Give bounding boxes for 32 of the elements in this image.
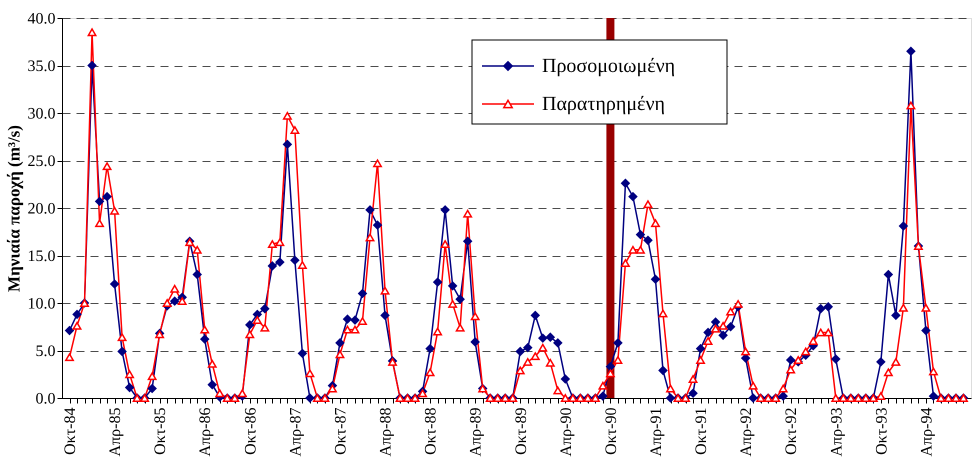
y-tick-label: 0.0 xyxy=(36,390,56,408)
x-tick-label: Οκτ-89 xyxy=(512,408,530,455)
x-tick-label: Απρ-89 xyxy=(468,408,485,456)
x-tick-label: Οκτ-92 xyxy=(783,408,800,455)
x-tick-label: Απρ-86 xyxy=(197,408,214,456)
x-tick-label: Απρ-91 xyxy=(648,408,665,456)
x-tick-label: Οκτ-84 xyxy=(62,408,80,455)
y-tick-label: 5.0 xyxy=(36,343,56,360)
y-tick-label: 20.0 xyxy=(28,200,56,218)
legend-label: Παρατηρημένη xyxy=(542,93,665,115)
x-tick-label: Οκτ-85 xyxy=(152,408,170,455)
x-tick-label: Απρ-92 xyxy=(738,408,756,456)
y-tick-label: 40.0 xyxy=(28,10,56,28)
x-tick-label: Οκτ-87 xyxy=(332,408,350,455)
y-tick-label: 15.0 xyxy=(28,248,56,265)
y-tick-label: 10.0 xyxy=(28,296,56,312)
x-tick-label: Οκτ-90 xyxy=(602,408,620,455)
x-tick-label: Οκτ-88 xyxy=(422,408,440,455)
x-tick-label: Απρ-88 xyxy=(378,408,395,456)
y-tick-label: 30.0 xyxy=(28,106,56,122)
legend-label: Προσομοιωμένη xyxy=(542,55,676,77)
y-tick-label: 25.0 xyxy=(28,153,56,170)
x-tick-label: Οκτ-93 xyxy=(873,408,890,455)
x-tick-label: Απρ-85 xyxy=(107,408,124,456)
x-tick-label: Απρ-94 xyxy=(918,408,936,456)
x-tick-label: Απρ-87 xyxy=(287,408,304,456)
y-tick-label: 35.0 xyxy=(28,58,56,75)
y-axis-title: Μηνιαία παροχή (m³/s) xyxy=(4,125,24,292)
x-tick-label: Οκτ-86 xyxy=(242,408,260,455)
x-tick-label: Απρ-93 xyxy=(828,408,846,456)
x-tick-label: Απρ-90 xyxy=(558,408,575,456)
x-tick-label: Οκτ-91 xyxy=(693,408,710,455)
